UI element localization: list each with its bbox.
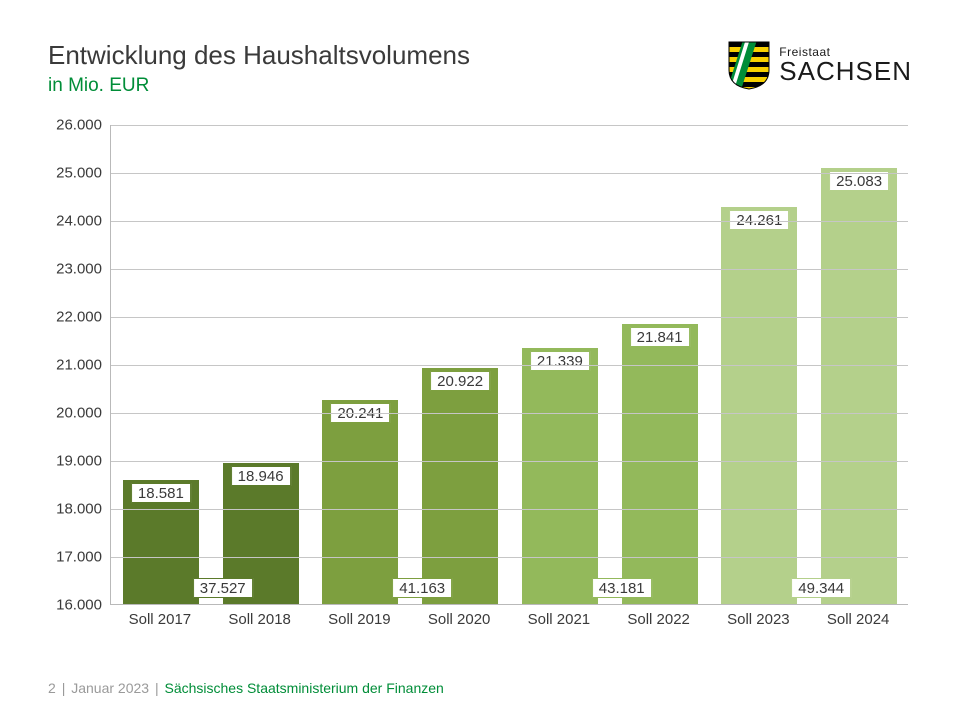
bar-value-label: 18.581: [131, 483, 191, 503]
y-tick-label: 17.000: [56, 549, 102, 566]
logo-text: Freistaat SACHSEN: [779, 46, 912, 84]
grid-line: [111, 269, 908, 270]
bar: 20.241: [322, 400, 398, 604]
logo-line2: SACHSEN: [779, 58, 912, 84]
grid-line: [111, 173, 908, 174]
coat-of-arms-icon: [727, 40, 771, 90]
grid-line: [111, 557, 908, 558]
x-tick-label: Soll 2021: [528, 611, 591, 628]
x-tick-label: Soll 2019: [328, 611, 391, 628]
header: Entwicklung des Haushaltsvolumens in Mio…: [48, 40, 912, 97]
y-tick-label: 22.000: [56, 309, 102, 326]
y-axis: 16.00017.00018.00019.00020.00021.00022.0…: [48, 125, 110, 605]
bar: 21.339: [522, 348, 598, 604]
slide-footer: 2 | Januar 2023 | Sächsisches Staatsmini…: [48, 680, 444, 696]
grid-line: [111, 509, 908, 510]
bar: 25.083: [821, 168, 897, 604]
x-tick-label: Soll 2018: [228, 611, 291, 628]
pair-sum-label: 41.163: [392, 578, 452, 598]
y-tick-label: 20.000: [56, 405, 102, 422]
y-tick-label: 25.000: [56, 165, 102, 182]
bar-value-label: 25.083: [829, 171, 889, 191]
y-tick-label: 24.000: [56, 213, 102, 230]
footer-page: 2: [48, 680, 56, 696]
pair-sum-label: 49.344: [791, 578, 851, 598]
footer-org: Sächsisches Staatsministerium der Finanz…: [164, 680, 443, 696]
grid-line: [111, 317, 908, 318]
y-tick-label: 23.000: [56, 261, 102, 278]
bar: 20.922: [422, 368, 498, 604]
x-tick-label: Soll 2022: [627, 611, 690, 628]
sachsen-logo: Freistaat SACHSEN: [727, 40, 912, 90]
y-tick-label: 21.000: [56, 357, 102, 374]
grid-line: [111, 125, 908, 126]
bar: 24.261: [721, 207, 797, 604]
bar-value-label: 21.339: [530, 351, 590, 371]
pair-sum-label: 37.527: [193, 578, 253, 598]
grid-line: [111, 365, 908, 366]
x-tick-label: Soll 2017: [129, 611, 192, 628]
pair-sum-label: 43.181: [592, 578, 652, 598]
y-tick-label: 16.000: [56, 597, 102, 614]
grid-line: [111, 461, 908, 462]
x-tick-label: Soll 2023: [727, 611, 790, 628]
x-tick-label: Soll 2020: [428, 611, 491, 628]
page-subtitle: in Mio. EUR: [48, 75, 470, 97]
plot-area: 18.581 18.946 20.241 20.922 21.339 21.841 24.2…: [110, 125, 908, 605]
bar-value-label: 20.922: [430, 371, 490, 391]
footer-date: Januar 2023: [71, 680, 149, 696]
slide: Entwicklung des Haushaltsvolumens in Mio…: [0, 0, 960, 720]
footer-sep: |: [62, 680, 66, 696]
footer-sep: |: [155, 680, 159, 696]
bar-value-label: 18.946: [231, 466, 291, 486]
grid-line: [111, 413, 908, 414]
page-title: Entwicklung des Haushaltsvolumens: [48, 40, 470, 71]
x-axis: Soll 2017 Soll 2018 Soll 2019 Soll 2020 Soll…: [110, 611, 908, 635]
bar: 18.581: [123, 480, 199, 604]
y-tick-label: 18.000: [56, 501, 102, 518]
x-tick-label: Soll 2024: [827, 611, 890, 628]
title-block: Entwicklung des Haushaltsvolumens in Mio…: [48, 40, 470, 97]
y-tick-label: 19.000: [56, 453, 102, 470]
grid-line: [111, 221, 908, 222]
bar-value-label: 21.841: [630, 327, 690, 347]
y-tick-label: 26.000: [56, 117, 102, 134]
budget-chart: 16.000 17.000 18.000 19.000 20.000 21.000 22.0…: [48, 125, 908, 645]
